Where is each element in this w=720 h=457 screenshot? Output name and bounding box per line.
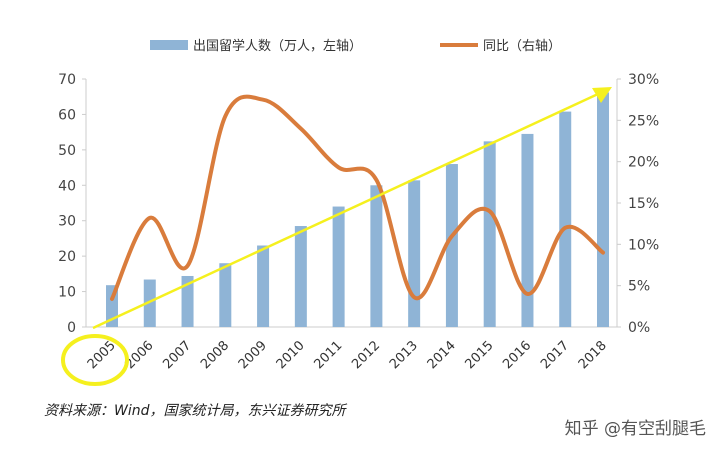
x-tick-label: 2014 <box>425 338 459 372</box>
x-tick-label: 2012 <box>349 338 383 372</box>
trend-arrow-line <box>92 92 599 330</box>
x-tick-label: 2007 <box>160 338 194 372</box>
right-tick-label: 0% <box>628 320 650 336</box>
right-tick-label: 10% <box>628 237 659 253</box>
x-tick-label: 2011 <box>311 338 345 372</box>
x-tick-label: 2010 <box>274 338 308 372</box>
right-tick-label: 25% <box>628 113 659 129</box>
bar-2011 <box>332 206 345 327</box>
right-tick-label: 20% <box>628 155 659 171</box>
bar-2016 <box>521 133 534 327</box>
right-tick-label: 30% <box>628 72 659 88</box>
bar-2018 <box>597 92 609 327</box>
left-tick-label: 40 <box>58 178 76 194</box>
x-tick-label: 2008 <box>198 338 232 372</box>
x-tick-label: 2013 <box>387 338 421 372</box>
left-tick-label: 50 <box>58 143 76 159</box>
x-tick-label: 2017 <box>538 338 572 372</box>
left-tick-label: 30 <box>58 214 76 230</box>
bar-2013 <box>408 180 421 327</box>
left-tick-label: 70 <box>58 72 76 88</box>
bar-2015 <box>483 141 496 327</box>
watermark: 知乎 @有空刮腿毛 <box>564 419 706 439</box>
trend-arrow-head <box>592 87 612 103</box>
x-tick-label: 2016 <box>500 338 534 372</box>
bar-2017 <box>559 111 572 327</box>
x-tick-label: 2005 <box>85 338 119 372</box>
legend-bar-swatch <box>150 40 188 50</box>
legend-bar-label: 出国留学人数（万人，左轴） <box>193 38 362 54</box>
x-tick-label: 2009 <box>236 338 270 372</box>
bar-2008 <box>219 263 232 327</box>
bar-2010 <box>294 226 307 327</box>
bar-2014 <box>445 164 458 327</box>
left-tick-label: 0 <box>67 320 76 336</box>
x-tick-label: 2015 <box>463 338 497 372</box>
highlight-circle-2005 <box>61 334 129 386</box>
left-tick-label: 20 <box>58 249 76 265</box>
source-note: 资料来源：Wind，国家统计局，东兴证券研究所 <box>44 403 346 419</box>
bar-2012 <box>370 185 383 327</box>
bar-2009 <box>257 245 270 327</box>
bar-2007 <box>181 275 194 327</box>
x-tick-label: 2018 <box>576 338 610 372</box>
left-tick-label: 10 <box>58 285 76 301</box>
legend-line-label: 同比（右轴） <box>483 39 561 54</box>
bar-2006 <box>143 279 156 327</box>
right-tick-label: 5% <box>628 279 650 295</box>
right-tick-label: 15% <box>628 196 659 212</box>
left-tick-label: 60 <box>58 107 76 123</box>
